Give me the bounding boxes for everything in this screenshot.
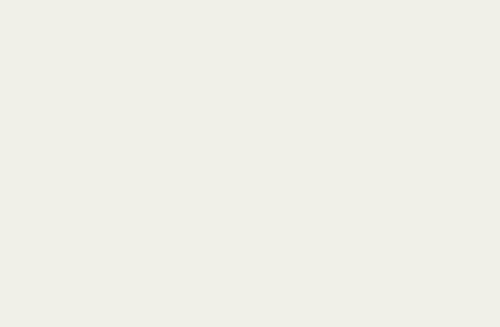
Text: 128.3: 128.3 (458, 112, 490, 122)
CPI Index (90, 193, 96, 197)
CPI Index (368, 137, 374, 141)
Text: 126.0: 126.0 (458, 122, 490, 132)
Adjusted CPI to Include Housing Prices (158, 181, 164, 185)
Text: 120.6: 120.6 (292, 131, 324, 141)
Adjusted CPI to Include Housing Prices (470, 117, 476, 121)
CPI Index (432, 110, 438, 114)
Title: Cumulative CPI Price Index Change Versus
Figures Adjusted to Include Housing Pri: Cumulative CPI Price Index Change Versus… (70, 7, 442, 37)
Text: 141.2: 141.2 (320, 67, 352, 77)
Text: Housing Bubble
Prices Peak: Housing Bubble Prices Peak (306, 147, 390, 196)
Text: The AMD: The AMD (395, 195, 438, 204)
CPI Index (158, 183, 164, 187)
Legend: CPI Index, Adjusted CPI to Include Housing Prices: CPI Index, Adjusted CPI to Include Housi… (88, 247, 424, 265)
Text: Nominal GDP Growth in the USA,
From IMF data, base 100 in 2000: Nominal GDP Growth in the USA, From IMF … (51, 53, 200, 73)
Adjusted CPI to Include Housing Prices (208, 158, 214, 162)
Adjusted CPI to Include Housing Prices (162, 180, 168, 184)
Adjusted CPI to Include Housing Prices (40, 204, 46, 208)
CPI Index (318, 146, 324, 150)
CPI Index (208, 173, 214, 177)
Line: Adjusted CPI to Include Housing Prices: Adjusted CPI to Include Housing Prices (44, 78, 473, 206)
CPI Index (40, 204, 46, 208)
Adjusted CPI to Include Housing Prices (371, 84, 377, 88)
Adjusted CPI to Include Housing Prices (90, 182, 96, 186)
Line: CPI Index: CPI Index (44, 112, 473, 206)
CPI Index (162, 182, 168, 186)
Adjusted CPI to Include Housing Prices (344, 76, 350, 80)
Adjusted CPI to Include Housing Prices (318, 87, 324, 91)
CPI Index (470, 124, 476, 128)
